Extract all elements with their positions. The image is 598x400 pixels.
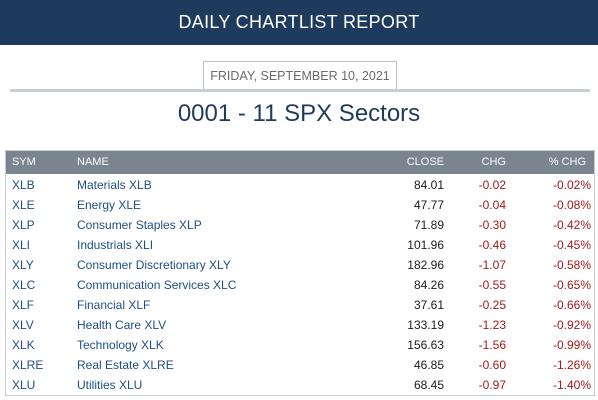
name-link[interactable]: Financial XLF xyxy=(77,298,151,312)
table-body: XLB Materials XLB 84.01 -0.02 -0.02% XLE… xyxy=(6,174,594,395)
table-row: XLF Financial XLF 37.61 -0.25 -0.66% xyxy=(6,295,594,315)
name-link[interactable]: Real Estate XLRE xyxy=(77,358,174,372)
pct-change-value: -0.08% xyxy=(552,198,591,212)
symbol-link[interactable]: XLB xyxy=(12,178,35,192)
change-value: -1.56 xyxy=(478,338,506,352)
column-header-pct-chg[interactable]: % CHG xyxy=(548,156,586,168)
symbol-link[interactable]: XLK xyxy=(12,338,35,352)
table-row: XLRE Real Estate XLRE 46.85 -0.60 -1.26% xyxy=(6,355,594,375)
name-link[interactable]: Industrials XLI xyxy=(77,238,154,252)
chartlist-title: 0001 - 11 SPX Sectors xyxy=(177,100,421,127)
divider xyxy=(10,89,590,92)
close-value: 182.96 xyxy=(407,258,444,272)
column-header-sym[interactable]: SYM xyxy=(12,156,36,168)
table-header: SYM NAME CLOSE CHG % CHG xyxy=(6,151,594,174)
table-row: XLB Materials XLB 84.01 -0.02 -0.02% xyxy=(6,175,594,195)
report-date: FRIDAY, SEPTEMBER 10, 2021 xyxy=(210,69,390,83)
close-value: 133.19 xyxy=(407,318,444,332)
pct-change-value: -1.40% xyxy=(552,378,591,392)
name-link[interactable]: Utilities XLU xyxy=(77,378,143,392)
symbol-link[interactable]: XLC xyxy=(12,278,36,292)
change-value: -0.55 xyxy=(478,278,506,292)
symbol-link[interactable]: XLY xyxy=(12,258,34,272)
change-value: -0.30 xyxy=(478,218,506,232)
name-link[interactable]: Technology XLK xyxy=(77,338,164,352)
pct-change-value: -0.92% xyxy=(552,318,591,332)
close-value: 101.96 xyxy=(407,238,444,252)
close-value: 68.45 xyxy=(413,378,444,392)
change-value: -1.07 xyxy=(478,258,506,272)
symbol-link[interactable]: XLRE xyxy=(12,358,44,372)
column-header-name[interactable]: NAME xyxy=(77,156,109,168)
pct-change-value: -0.65% xyxy=(552,278,591,292)
close-value: 46.85 xyxy=(413,358,444,372)
name-link[interactable]: Materials XLB xyxy=(77,178,152,192)
column-header-chg[interactable]: CHG xyxy=(481,156,506,168)
column-header-close[interactable]: CLOSE xyxy=(406,156,444,168)
close-value: 37.61 xyxy=(413,298,444,312)
pct-change-value: -0.66% xyxy=(552,298,591,312)
table-row: XLE Energy XLE 47.77 -0.04 -0.08% xyxy=(6,195,594,215)
name-link[interactable]: Energy XLE xyxy=(77,198,142,212)
close-value: 84.01 xyxy=(413,178,444,192)
symbol-link[interactable]: XLU xyxy=(12,378,36,392)
name-link[interactable]: Consumer Staples XLP xyxy=(77,218,202,232)
symbol-link[interactable]: XLF xyxy=(12,298,35,312)
report-title: DAILY CHARTLIST REPORT xyxy=(178,12,420,32)
report-header: DAILY CHARTLIST REPORT xyxy=(0,0,598,45)
change-value: -0.04 xyxy=(478,198,506,212)
close-value: 71.89 xyxy=(413,218,444,232)
pct-change-value: -0.02% xyxy=(552,178,591,192)
symbol-link[interactable]: XLE xyxy=(12,198,35,212)
close-value: 156.63 xyxy=(407,338,444,352)
name-link[interactable]: Consumer Discretionary XLY xyxy=(77,258,231,272)
change-value: -0.25 xyxy=(478,298,506,312)
symbol-link[interactable]: XLP xyxy=(12,218,35,232)
close-value: 84.26 xyxy=(413,278,444,292)
table-row: XLP Consumer Staples XLP 71.89 -0.30 -0.… xyxy=(6,215,594,235)
symbol-link[interactable]: XLI xyxy=(12,238,31,252)
pct-change-value: -0.42% xyxy=(552,218,591,232)
pct-change-value: -0.58% xyxy=(552,258,591,272)
close-value: 47.77 xyxy=(413,198,444,212)
change-value: -0.97 xyxy=(478,378,506,392)
table-row: XLY Consumer Discretionary XLY 182.96 -1… xyxy=(6,255,594,275)
change-value: -0.60 xyxy=(478,358,506,372)
change-value: -0.02 xyxy=(478,178,506,192)
table-row: XLV Health Care XLV 133.19 -1.23 -0.92% xyxy=(6,315,594,335)
name-link[interactable]: Health Care XLV xyxy=(77,318,167,332)
table-row: XLK Technology XLK 156.63 -1.56 -0.99% xyxy=(6,335,594,355)
change-value: -0.46 xyxy=(478,238,506,252)
change-value: -1.23 xyxy=(478,318,506,332)
table-row: XLI Industrials XLI 101.96 -0.46 -0.45% xyxy=(6,235,594,255)
name-link[interactable]: Communication Services XLC xyxy=(77,278,237,292)
pct-change-value: -0.45% xyxy=(552,238,591,252)
sector-table: SYM NAME CLOSE CHG % CHG XLB Materials X… xyxy=(5,150,595,396)
table-row: XLU Utilities XLU 68.45 -0.97 -1.40% xyxy=(6,375,594,395)
pct-change-value: -0.99% xyxy=(552,338,591,352)
report-date-box: FRIDAY, SEPTEMBER 10, 2021 xyxy=(203,61,397,90)
pct-change-value: -1.26% xyxy=(552,358,591,372)
table-row: XLC Communication Services XLC 84.26 -0.… xyxy=(6,275,594,295)
symbol-link[interactable]: XLV xyxy=(12,318,34,332)
